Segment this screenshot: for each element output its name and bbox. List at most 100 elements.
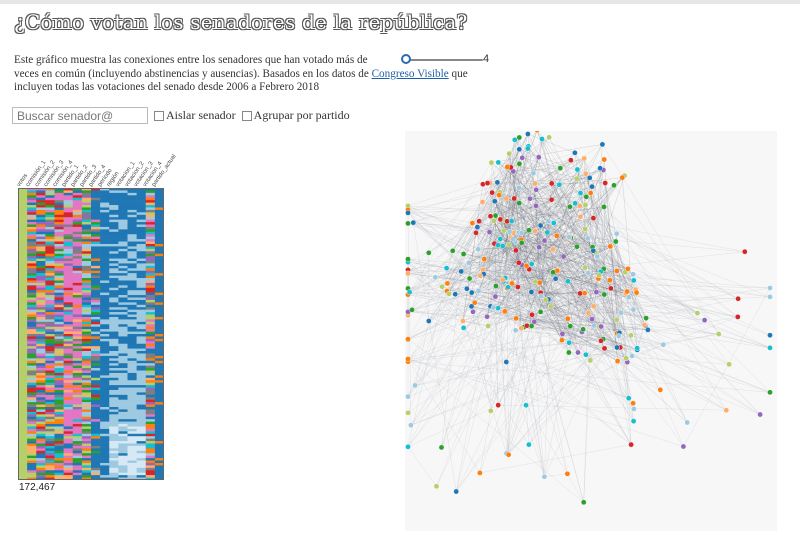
senator-node[interactable] (767, 389, 773, 396)
senator-node[interactable] (518, 325, 525, 331)
senator-node[interactable] (452, 291, 459, 297)
senator-node[interactable] (608, 285, 614, 292)
senator-node[interactable] (486, 229, 493, 235)
senator-node[interactable] (526, 227, 532, 233)
senator-node[interactable] (550, 246, 556, 253)
senator-node[interactable] (625, 395, 632, 402)
min-votes-slider[interactable] (401, 54, 491, 66)
senator-node[interactable] (468, 303, 475, 310)
senator-node[interactable] (574, 243, 580, 250)
senator-node[interactable] (405, 356, 411, 362)
senator-node[interactable] (572, 200, 578, 207)
senator-node[interactable] (623, 355, 629, 361)
senator-node[interactable] (626, 294, 632, 300)
senator-node[interactable] (460, 318, 466, 324)
senator-node[interactable] (477, 470, 483, 476)
senator-node[interactable] (628, 441, 634, 448)
senator-node[interactable] (405, 210, 411, 216)
senator-node[interactable] (505, 451, 512, 458)
senator-node[interactable] (528, 261, 535, 267)
senator-node[interactable] (499, 243, 506, 249)
senator-node[interactable] (580, 499, 587, 506)
senator-node[interactable] (630, 277, 637, 284)
senator-node[interactable] (589, 316, 595, 322)
senator-node[interactable] (484, 180, 491, 186)
senator-node[interactable] (496, 192, 502, 198)
group-by-party-checkbox[interactable] (241, 110, 252, 121)
senator-node[interactable] (410, 219, 417, 226)
senator-node[interactable] (564, 470, 571, 477)
senator-node[interactable] (633, 289, 640, 296)
senator-node[interactable] (625, 265, 631, 272)
senator-node[interactable] (529, 311, 535, 318)
senator-node[interactable] (548, 180, 555, 187)
senator-node[interactable] (492, 212, 499, 219)
senator-node[interactable] (533, 187, 539, 193)
senator-node[interactable] (515, 284, 521, 290)
senator-node[interactable] (565, 278, 571, 285)
senator-node[interactable] (518, 240, 525, 246)
senator-node[interactable] (538, 293, 544, 299)
senator-node[interactable] (505, 284, 511, 290)
senator-node[interactable] (577, 190, 584, 196)
senator-node[interactable] (484, 313, 490, 320)
senator-node[interactable] (553, 233, 560, 239)
senator-node[interactable] (527, 195, 533, 202)
senator-node[interactable] (503, 359, 510, 365)
senator-node[interactable] (613, 316, 620, 323)
senator-node[interactable] (425, 250, 432, 256)
senator-node[interactable] (513, 315, 519, 322)
senator-node[interactable] (723, 407, 730, 414)
senator-node[interactable] (492, 293, 499, 300)
senator-node[interactable] (566, 349, 572, 356)
senator-node[interactable] (660, 341, 667, 348)
senator-node[interactable] (443, 265, 450, 271)
senator-node[interactable] (526, 441, 532, 448)
senator-node[interactable] (490, 304, 497, 311)
senator-node[interactable] (438, 444, 445, 451)
senator-node[interactable] (582, 226, 588, 232)
senator-node[interactable] (405, 443, 411, 450)
senator-node[interactable] (487, 213, 494, 219)
senator-node[interactable] (488, 408, 494, 414)
senator-node[interactable] (567, 203, 573, 210)
senator-node[interactable] (488, 159, 495, 166)
senator-node[interactable] (473, 230, 479, 236)
senator-node[interactable] (556, 181, 563, 188)
senator-node[interactable] (586, 175, 593, 181)
senator-node[interactable] (614, 268, 620, 274)
senator-node[interactable] (475, 246, 481, 253)
senator-node[interactable] (645, 326, 651, 333)
senator-node[interactable] (480, 181, 486, 188)
senator-node[interactable] (573, 175, 580, 182)
senator-node[interactable] (680, 443, 687, 450)
senator-node[interactable] (614, 358, 621, 364)
senator-node[interactable] (497, 216, 504, 223)
senator-node[interactable] (593, 289, 600, 295)
senator-node[interactable] (594, 253, 600, 260)
senator-node[interactable] (580, 326, 586, 333)
senator-node[interactable] (474, 224, 481, 230)
senator-node[interactable] (734, 314, 741, 320)
congreso-visible-link[interactable]: Congreso Visible (371, 67, 449, 80)
senator-node[interactable] (619, 174, 626, 181)
senator-node[interactable] (575, 349, 581, 356)
senator-node[interactable] (613, 230, 620, 237)
senator-node[interactable] (495, 159, 502, 166)
senator-node[interactable] (643, 315, 649, 321)
senator-node[interactable] (767, 285, 773, 291)
senator-node[interactable] (701, 317, 708, 323)
senator-node[interactable] (479, 199, 486, 205)
senator-node[interactable] (585, 270, 592, 276)
senator-node[interactable] (559, 331, 566, 337)
senator-node[interactable] (618, 309, 624, 316)
senator-node[interactable] (532, 228, 538, 234)
senator-node[interactable] (767, 294, 773, 300)
senator-node[interactable] (470, 308, 476, 315)
senator-node[interactable] (596, 272, 602, 278)
senator-node[interactable] (539, 136, 545, 142)
senator-node[interactable] (630, 306, 637, 313)
senator-node[interactable] (767, 332, 773, 338)
senator-node[interactable] (510, 168, 517, 175)
senator-node[interactable] (516, 200, 522, 206)
